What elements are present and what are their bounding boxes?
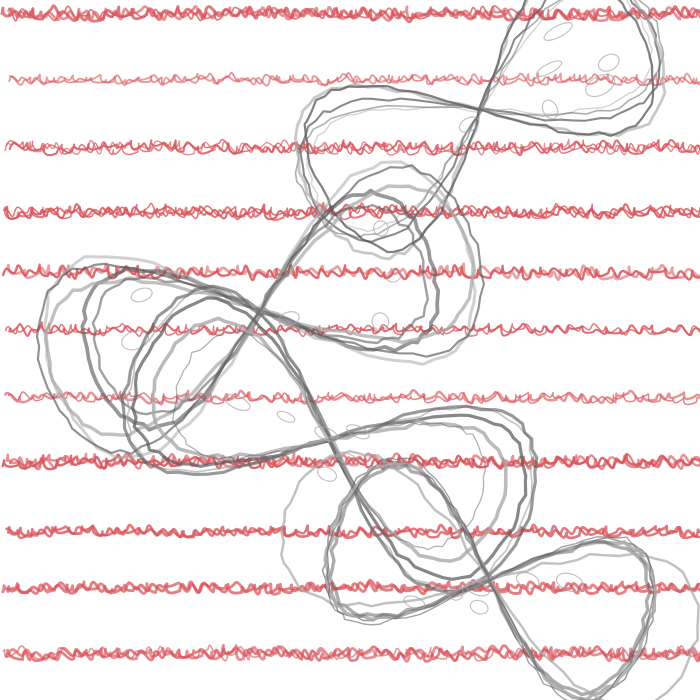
gray-loop-layer [35,0,700,700]
gray-knot-scribble [373,220,389,237]
gray-knot-scribble [597,53,620,72]
gray-knot-scribble [336,451,360,467]
red-scribble-stroke [6,523,700,540]
gray-knot-scribble [465,580,490,597]
gray-knot-scribble [555,572,584,593]
gray-knot-scribble [448,585,464,601]
red-scribble-band [4,138,700,157]
gray-knot-scribble [314,426,339,442]
gray-knot-scribble [458,116,480,133]
gray-knot-scribble [541,99,559,120]
gray-loop-cluster [279,449,700,700]
gray-loop-stroke [328,463,653,697]
gray-knot-scribble [317,466,338,482]
gray-knot-scribble [385,269,402,283]
gray-knot-scribble [585,73,616,98]
red-scribble-band [5,523,700,540]
gray-knot-scribble [543,22,573,41]
gray-knot-scribble [371,312,390,332]
red-scribble-stroke [8,139,700,157]
gray-knot-scribble [346,424,370,440]
red-scribble-stroke [8,72,700,87]
gray-knot-scribble [535,60,563,77]
gray-loop-stroke [150,316,508,563]
red-scribble-stroke [4,202,700,221]
red-scribble-stroke [5,202,700,221]
red-scribble-stroke [7,5,700,22]
red-scribble-band [3,202,700,221]
red-scribble-band [1,578,700,596]
gray-loop-stroke [303,0,655,254]
gray-knot-scribble [403,595,426,610]
red-scribble-stroke [1,263,700,282]
red-scribble-stroke [1,452,700,471]
red-scribble-band [1,262,700,282]
gray-loop-stroke [294,0,667,261]
gray-knot-scribble [224,394,251,412]
red-scribble-layer [0,4,700,663]
red-scribble-stroke [7,644,700,663]
gray-knot-scribble [276,410,296,423]
gray-knot-scribble [130,287,153,303]
gray-loop-stroke [279,449,700,700]
red-scribble-band [0,4,700,23]
gray-loop-stroke [91,203,430,416]
red-scribble-band [1,452,700,471]
gray-loop-cluster [294,0,667,261]
gray-knot-scribble [469,599,489,615]
gray-knot-scribble [515,571,540,590]
gray-knot-scribble [278,311,300,327]
gray-loop-cluster [120,284,539,594]
red-scribble-stroke [1,580,700,596]
gray-loop-cluster [35,160,485,460]
red-scribble-band [2,644,700,663]
